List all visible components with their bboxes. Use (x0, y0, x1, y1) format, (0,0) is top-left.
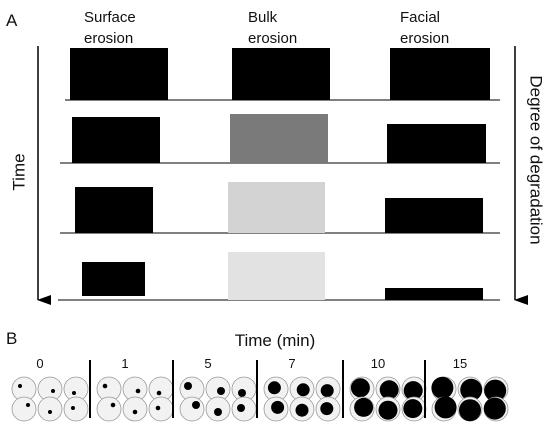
axis-label: Degree of degradation (527, 75, 546, 244)
eroded-core (350, 378, 370, 398)
column-header: erosion (400, 30, 449, 47)
eroded-core (403, 399, 423, 419)
particle (122, 396, 148, 422)
eroded-core (51, 389, 55, 393)
eroded-core (267, 381, 281, 395)
time-label: 15 (453, 356, 467, 371)
column-header: Facial (400, 9, 440, 26)
axis-label: Time (9, 153, 28, 190)
eroded-core (102, 383, 108, 389)
eroded-core (271, 400, 285, 414)
eroded-core (18, 384, 22, 388)
particle (37, 396, 63, 422)
particle (96, 396, 122, 422)
eroded-core (295, 403, 309, 417)
eroded-core (484, 379, 507, 402)
eroded-core (110, 402, 116, 408)
column-header: erosion (84, 30, 133, 47)
eroded-core (459, 399, 481, 422)
eroded-core (460, 378, 483, 401)
eroded-core (184, 382, 192, 390)
particle (63, 396, 89, 422)
particle (11, 396, 37, 422)
eroded-core (214, 408, 222, 416)
time-label: 0 (36, 356, 43, 371)
panel-b: B Time (min) 0 1 5 7 10 15 (6, 329, 509, 422)
panel-a: A Surface erosion Bulk erosion Facial er… (6, 9, 546, 305)
eroded-core (378, 400, 398, 420)
eroded-core (71, 406, 75, 410)
eroded-core (155, 405, 161, 411)
eroded-core (434, 396, 457, 419)
particle (148, 396, 174, 422)
particle (179, 396, 205, 422)
eroded-core (320, 402, 334, 416)
eroded-core (135, 388, 141, 394)
column-header: Surface (84, 9, 136, 26)
eroded-core (48, 410, 52, 414)
time-label: 10 (371, 356, 385, 371)
eroded-core (238, 389, 246, 397)
eroded-core (237, 404, 245, 412)
eroded-core (217, 387, 225, 395)
column-header: erosion (248, 30, 297, 47)
eroded-core (483, 397, 506, 420)
eroded-core (192, 401, 200, 409)
time-label: 1 (121, 356, 128, 371)
time-label: 7 (288, 356, 295, 371)
blocks (70, 48, 490, 300)
eroded-core (354, 397, 374, 417)
column-header: Bulk (248, 9, 278, 26)
eroded-core (26, 403, 30, 407)
panel-label: B (6, 329, 17, 348)
eroded-core (156, 390, 162, 396)
eroded-core (320, 384, 334, 398)
eroded-core (132, 409, 138, 415)
panel-title: Time (min) (235, 331, 316, 350)
time-label: 5 (204, 356, 211, 371)
eroded-core (431, 376, 454, 399)
eroded-core (72, 391, 76, 395)
panel-label: A (6, 11, 18, 30)
eroded-core (403, 381, 423, 401)
eroded-core (379, 380, 399, 400)
eroded-core (296, 383, 310, 397)
